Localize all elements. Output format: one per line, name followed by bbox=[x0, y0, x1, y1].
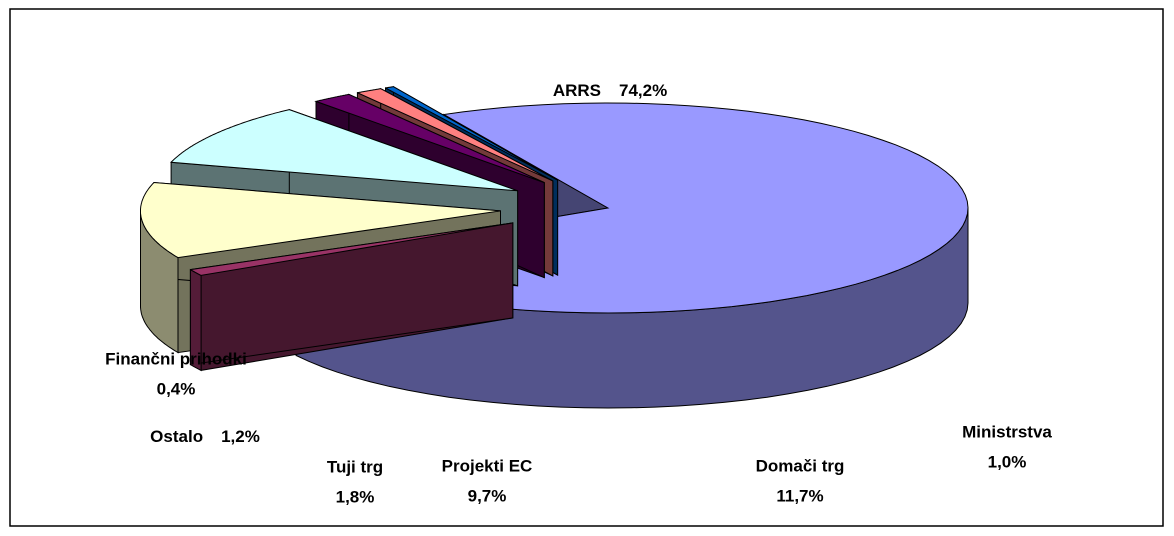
data-label: Ostalo 1,2% bbox=[150, 427, 260, 446]
category-label: ARRS bbox=[553, 81, 601, 100]
value-label: 1,2% bbox=[221, 427, 260, 446]
category-label: Domači trg bbox=[756, 456, 845, 475]
category-label: Finančni prihodki bbox=[105, 349, 247, 368]
category-label: Ostalo bbox=[150, 427, 203, 446]
value-label: 74,2% bbox=[619, 81, 667, 100]
category-label: Tuji trg bbox=[327, 457, 383, 476]
slice bbox=[170, 109, 518, 192]
slice-group bbox=[189, 222, 514, 372]
value-label: 1,0% bbox=[988, 452, 1027, 471]
category-label: Ministrstva bbox=[962, 422, 1052, 441]
value-label: 9,7% bbox=[468, 486, 507, 505]
data-label: ARRS 74,2% bbox=[553, 81, 667, 100]
slice bbox=[357, 88, 554, 182]
slice bbox=[385, 86, 558, 181]
value-label: 0,4% bbox=[157, 379, 196, 398]
value-label: 11,7% bbox=[776, 486, 823, 505]
category-label: Projekti EC bbox=[442, 456, 533, 475]
value-label: 1,8% bbox=[336, 487, 375, 506]
slice bbox=[314, 93, 545, 184]
slice bbox=[140, 181, 501, 259]
slice bbox=[190, 222, 513, 276]
